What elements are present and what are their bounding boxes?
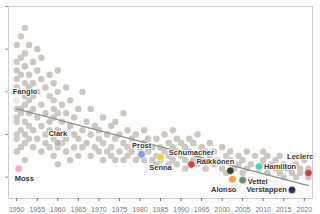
svg-text:2010: 2010	[255, 206, 271, 213]
svg-text:1965: 1965	[71, 206, 87, 213]
svg-text:1995: 1995	[194, 206, 210, 213]
svg-text:1955: 1955	[29, 206, 45, 213]
svg-text:1950: 1950	[9, 206, 25, 213]
svg-text:1970: 1970	[91, 206, 107, 213]
svg-text:2015: 2015	[276, 206, 292, 213]
svg-text:Räikkönen: Räikkönen	[196, 157, 234, 166]
svg-text:Leclerc: Leclerc	[287, 152, 313, 161]
svg-text:Moss: Moss	[15, 174, 34, 183]
svg-text:2005: 2005	[235, 206, 251, 213]
svg-text:1985: 1985	[153, 206, 169, 213]
svg-text:2000: 2000	[214, 206, 230, 213]
svg-text:1975: 1975	[112, 206, 128, 213]
svg-text:Prost: Prost	[132, 141, 152, 150]
svg-text:Senna: Senna	[149, 163, 172, 172]
svg-text:Hamilton: Hamilton	[264, 162, 297, 171]
svg-text:1990: 1990	[173, 206, 189, 213]
svg-text:Vettel: Vettel	[248, 177, 268, 186]
svg-text:Alonso: Alonso	[211, 185, 237, 194]
svg-text:Fangio: Fangio	[13, 87, 38, 96]
svg-text:1980: 1980	[132, 206, 148, 213]
svg-text:2020: 2020	[296, 206, 312, 213]
svg-text:Verstappen: Verstappen	[247, 185, 288, 194]
svg-text:Schumacher: Schumacher	[169, 148, 214, 157]
svg-text:Clark: Clark	[48, 129, 68, 138]
svg-text:1960: 1960	[50, 206, 66, 213]
